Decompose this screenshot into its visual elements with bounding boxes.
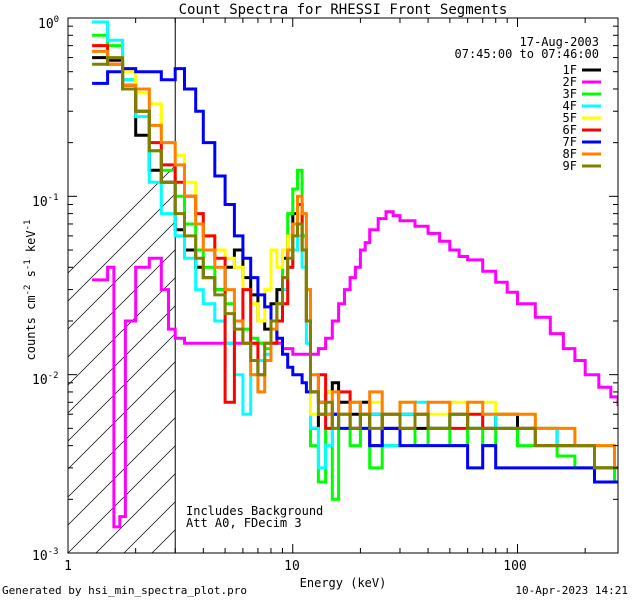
y-axis-ticks [68,17,618,554]
hatch-line [432,18,640,553]
hatch-line [320,18,640,553]
series-line-6F [92,44,618,470]
hatch-line [516,18,640,553]
y-axis-label: counts cm-2 s-1 keV-1 [23,220,38,361]
x-axis-ticks [67,18,586,553]
legend-label-4F: 4F [563,99,577,113]
x-tick-label: 100 [503,559,526,574]
date-label: 17-Aug-2003 [520,35,599,49]
hatch-line [68,417,176,526]
legend-label-3F: 3F [563,87,577,101]
hatch-line [236,18,640,553]
series-line-2F [92,210,618,529]
series-layer [92,20,618,529]
footer-generated-by: Generated by hsi_min_spectra_plot.pro [2,584,247,597]
hatch-line [68,361,176,470]
series-line-1F [92,56,618,470]
hatch-line [68,277,176,386]
x-tick-label: 10 [284,559,300,574]
hatch-line [600,18,640,553]
legend-label-7F: 7F [563,135,577,149]
x-axis-label: Energy (keV) [300,576,387,590]
y-tick-label: 100 [38,15,59,32]
hatch-line [544,18,640,553]
series-line-5F [92,44,618,470]
hatch-line [68,305,176,414]
hatch-line [68,389,176,498]
legend-label-2F: 2F [563,75,577,89]
hatch-line [628,18,640,553]
y-tick-label: 10-1 [32,193,59,210]
series-line-8F [92,49,618,470]
legend-label-9F: 9F [563,159,577,173]
series-line-9F [92,56,618,470]
hatch-line [95,473,176,553]
legend-label-6F: 6F [563,123,577,137]
legend-label-5F: 5F [563,111,577,125]
hatch-line [348,18,640,553]
background-annotation: Includes Background [186,504,323,518]
excluded-energy-region [68,18,640,553]
legend-label-1F: 1F [563,63,577,77]
hatch-line [68,249,176,358]
legend-label-8F: 8F [563,147,577,161]
chart-title: Count Spectra for RHESSI Front Segments [179,2,508,18]
hatch-line [404,18,640,553]
plot-frame [67,17,619,554]
hatch-line [68,333,176,442]
x-tick-label: 1 [64,559,72,574]
series-line-7F [92,67,618,484]
y-tick-label: 10-3 [32,547,59,564]
footer-timestamp: 10-Apr-2023 14:21 [515,584,628,597]
hatch-line [292,18,640,553]
attenuator-annotation: Att A0, FDecim 3 [186,516,302,530]
hatch-line [572,18,640,553]
hatch-line [68,193,176,302]
hatch-line [68,221,176,330]
time-range-label: 07:45:00 to 07:46:00 [455,47,600,61]
hatch-line [264,18,640,553]
y-tick-label: 10-2 [32,371,59,388]
hatch-line [68,445,176,553]
